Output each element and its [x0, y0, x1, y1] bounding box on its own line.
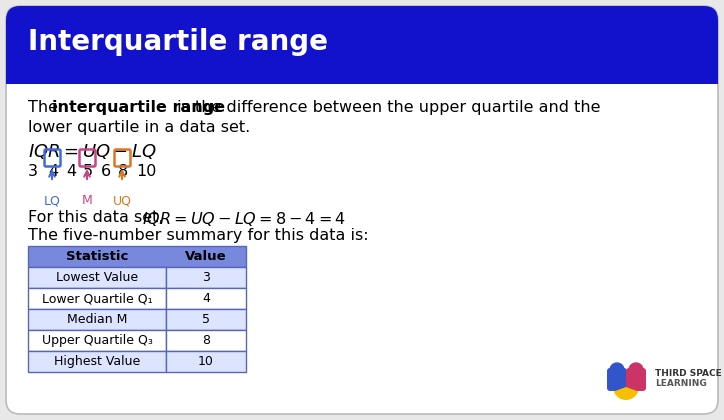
Bar	[28, 267, 166, 288]
Text: 4: 4	[48, 164, 58, 179]
Bar	[166, 267, 246, 288]
Bar	[166, 330, 246, 351]
Text: The five-number summary for this data is:: The five-number summary for this data is…	[28, 228, 369, 243]
Bar	[166, 309, 246, 330]
Bar	[28, 288, 166, 309]
Circle shape	[610, 363, 624, 377]
Text: For this data set,: For this data set,	[28, 210, 169, 225]
Text: 10: 10	[136, 164, 156, 179]
Bar	[6, 64, 718, 84]
Text: 8: 8	[202, 334, 210, 347]
Text: 4: 4	[66, 164, 76, 179]
Bar	[166, 351, 246, 372]
Circle shape	[629, 363, 643, 377]
Text: Interquartile range: Interquartile range	[28, 28, 328, 56]
Text: UQ: UQ	[112, 194, 132, 207]
Text: 3: 3	[202, 271, 210, 284]
Wedge shape	[614, 387, 639, 400]
FancyBboxPatch shape	[6, 6, 718, 84]
Text: LEARNING: LEARNING	[655, 380, 707, 388]
Text: Lowest Value: Lowest Value	[56, 271, 138, 284]
Text: LQ: LQ	[43, 194, 60, 207]
Text: $IQR = UQ - LQ = 8 - 4 = 4$: $IQR = UQ - LQ = 8 - 4 = 4$	[142, 210, 346, 228]
FancyBboxPatch shape	[626, 368, 646, 391]
Text: 6: 6	[101, 164, 111, 179]
Text: 3: 3	[28, 164, 38, 179]
Bar	[28, 351, 166, 372]
Text: $IQR = UQ - LQ$: $IQR = UQ - LQ$	[28, 142, 157, 161]
Bar	[28, 330, 166, 351]
Text: Lower Quartile Q₁: Lower Quartile Q₁	[42, 292, 152, 305]
Text: Statistic: Statistic	[66, 250, 128, 263]
Text: Highest Value: Highest Value	[54, 355, 140, 368]
Text: M: M	[82, 194, 93, 207]
Bar	[166, 288, 246, 309]
Text: lower quartile in a data set.: lower quartile in a data set.	[28, 120, 251, 135]
Text: Value: Value	[185, 250, 227, 263]
Text: interquartile range: interquartile range	[52, 100, 225, 115]
Text: Upper Quartile Q₃: Upper Quartile Q₃	[41, 334, 153, 347]
Text: 10: 10	[198, 355, 214, 368]
Text: Median M: Median M	[67, 313, 127, 326]
Text: 4: 4	[202, 292, 210, 305]
Bar	[28, 309, 166, 330]
Text: 8: 8	[118, 164, 128, 179]
Text: THIRD SPACE: THIRD SPACE	[655, 370, 722, 378]
Text: is the difference between the upper quartile and the: is the difference between the upper quar…	[172, 100, 601, 115]
Text: 5: 5	[202, 313, 210, 326]
FancyBboxPatch shape	[6, 6, 718, 414]
Bar	[28, 246, 246, 267]
Text: The: The	[28, 100, 63, 115]
Text: 5: 5	[83, 164, 93, 179]
FancyBboxPatch shape	[607, 368, 627, 391]
